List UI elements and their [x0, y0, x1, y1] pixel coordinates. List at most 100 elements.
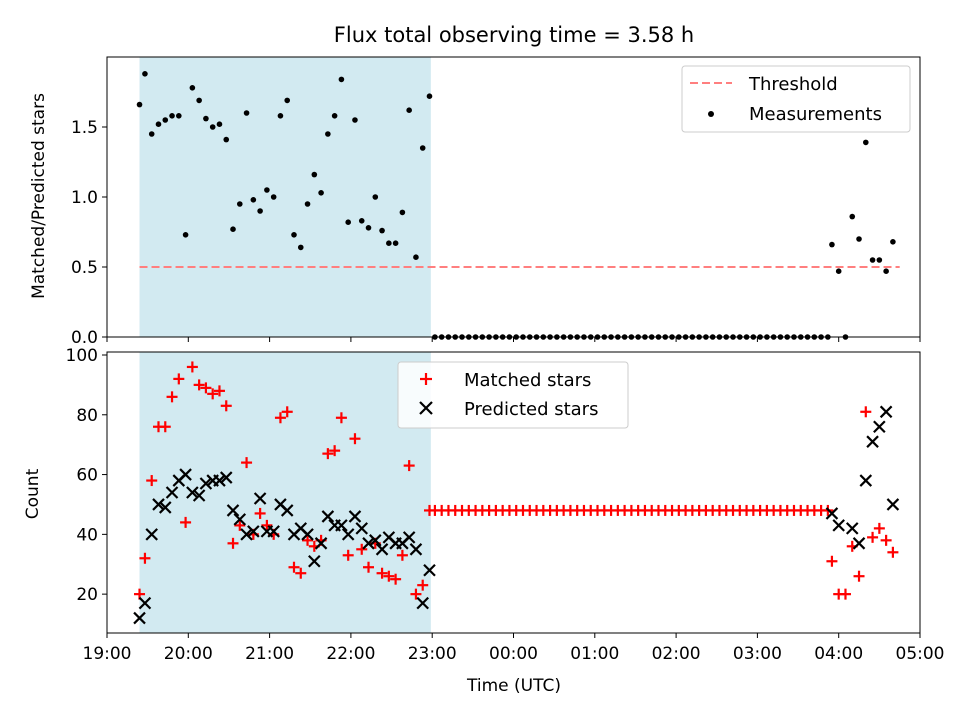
measurement-point — [835, 268, 842, 275]
measurement-point — [304, 201, 311, 207]
predicted-star-point — [873, 420, 886, 434]
predicted-star-point — [152, 498, 165, 511]
measurement-point — [379, 227, 385, 234]
matched-star-point — [417, 579, 429, 591]
predicted-star-point — [165, 486, 179, 499]
matched-star-point — [281, 406, 293, 418]
measurement-point — [386, 240, 392, 246]
measurement-point — [318, 190, 324, 196]
bottom-x-ticks: 19:00 20:00 21:00 22:00 23:00 00:00 01:00 02:00… — [83, 633, 945, 664]
y-tick-label: 1.0 — [71, 188, 98, 208]
predicted-star-point — [832, 519, 845, 532]
x-tick-label: 04:00 — [814, 644, 863, 664]
predicted-star-point — [240, 528, 253, 541]
measurement-point — [230, 226, 236, 232]
measurement-point — [236, 201, 243, 207]
matched-star-point — [173, 373, 185, 385]
matched-star-point — [180, 516, 192, 528]
predicted-star-point — [226, 504, 240, 517]
measurement-point — [223, 136, 230, 143]
x-tick-label: 02:00 — [652, 644, 701, 664]
y-tick-label: 60 — [76, 466, 98, 486]
measurement-point — [338, 76, 345, 83]
matched-star-point — [254, 507, 266, 519]
matched-star-point — [200, 382, 212, 394]
predicted-star-point — [348, 510, 362, 523]
bottom-observing-span — [139, 352, 431, 633]
matched-star-point — [139, 552, 151, 564]
chart-title: Flux total observing time = 3.58 h — [334, 23, 694, 47]
measurement-point — [162, 117, 169, 123]
measurement-point — [331, 113, 338, 119]
x-tick-label: 01:00 — [570, 644, 619, 664]
predicted-star-point — [314, 537, 328, 550]
x-tick-label: 22:00 — [326, 644, 375, 664]
predicted-star-point — [335, 519, 348, 532]
measurement-point — [365, 225, 372, 231]
matched-star-point — [349, 433, 361, 445]
top-legend: Threshold Measurements — [681, 65, 911, 133]
y-tick-label: 20 — [76, 585, 98, 605]
predicted-star-point — [859, 474, 873, 487]
predicted-star-point — [416, 596, 429, 610]
matched-star-point — [234, 519, 246, 531]
measurement-point — [155, 121, 162, 127]
x-tick-label: 05:00 — [896, 644, 945, 664]
y-tick-label: 0.0 — [71, 328, 98, 348]
legend-matched-label: Matched stars — [464, 370, 591, 391]
predicted-star-point — [280, 504, 294, 517]
measurement-point — [419, 145, 426, 151]
measurement-point — [148, 131, 155, 137]
predicted-star-point — [267, 525, 280, 538]
matched-star-point — [227, 537, 239, 549]
measurement-point — [284, 97, 291, 104]
matched-star-point — [342, 549, 354, 561]
predicted-star-point — [219, 471, 233, 484]
matched-star-point — [839, 588, 851, 600]
measurement-point — [250, 197, 257, 203]
measurement-point — [399, 209, 406, 216]
measurement-point — [856, 236, 862, 242]
matched-star-point — [860, 406, 872, 418]
measurement-point — [345, 219, 351, 225]
measurement-point — [257, 208, 263, 214]
measurement-point — [277, 113, 284, 119]
measurement-point — [352, 117, 358, 123]
measurement-point — [216, 121, 223, 127]
matched-star-point — [261, 519, 273, 531]
matched-star-point — [213, 385, 225, 397]
measurement-point — [270, 194, 277, 200]
matched-star-point — [873, 522, 885, 534]
legend-measurement-label: Measurements — [749, 104, 882, 125]
predicted-star-point — [845, 522, 859, 535]
predicted-star-point — [199, 477, 213, 490]
matched-star-point — [207, 388, 219, 400]
predicted-star-point — [362, 537, 375, 550]
x-tick-label: 03:00 — [733, 644, 782, 664]
matched-star-point — [146, 475, 158, 487]
matched-star-point — [329, 445, 341, 457]
predicted-star-point — [369, 534, 382, 547]
legend-predicted-swatch — [419, 401, 433, 415]
top-x-ticks — [106, 337, 921, 342]
matched-star-point — [159, 421, 171, 433]
predicted-star-point — [145, 528, 158, 541]
measurement-point — [890, 239, 896, 245]
matched-star-point — [410, 588, 422, 600]
predicted-star-point — [852, 537, 866, 550]
measurement-point — [883, 268, 889, 275]
matched-star-point — [853, 570, 865, 582]
measurement-point — [406, 107, 412, 113]
matched-star-point — [403, 460, 415, 472]
predicted-star-point — [886, 498, 900, 511]
count-panel: 20 40 60 80 100 19:00 20:00 21:00 22:00 23:00 00:… — [23, 346, 945, 696]
predicted-star-points — [133, 405, 900, 625]
x-tick-label: 19:00 — [83, 644, 132, 664]
predicted-star-point — [247, 525, 260, 538]
legend-measurement-swatch — [708, 111, 714, 117]
predicted-star-point — [213, 474, 226, 487]
predicted-star-point — [138, 596, 152, 610]
y-tick-label: 40 — [76, 525, 98, 545]
x-tick-label: 23:00 — [408, 644, 457, 664]
predicted-star-point — [158, 501, 172, 514]
